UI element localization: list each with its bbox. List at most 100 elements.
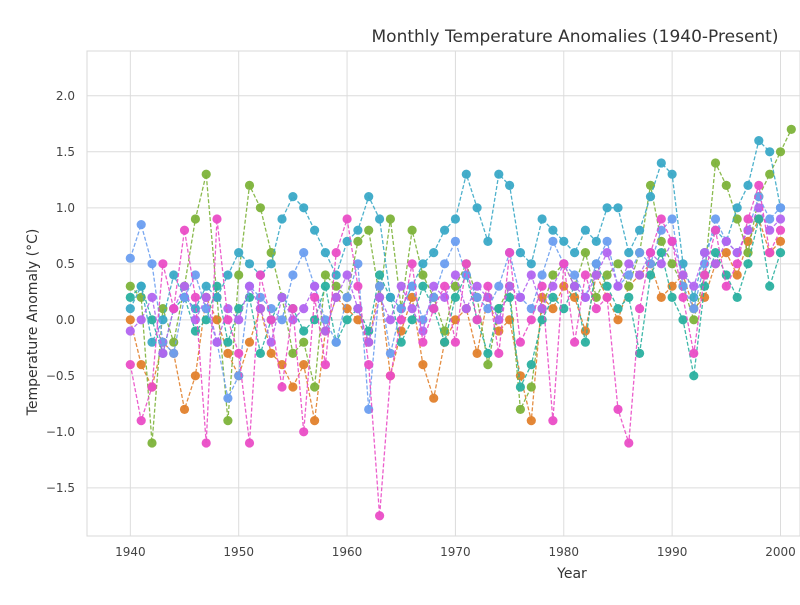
data-point — [136, 220, 146, 230]
data-point — [320, 360, 330, 370]
data-point — [624, 281, 634, 291]
data-point — [494, 348, 504, 358]
data-point — [483, 360, 493, 370]
data-point — [364, 404, 374, 414]
data-point — [472, 203, 482, 213]
data-point — [689, 304, 699, 314]
y-tick-label: −1.0 — [46, 425, 75, 439]
data-point — [710, 248, 721, 258]
data-point — [364, 192, 374, 202]
data-point — [505, 180, 515, 190]
data-point — [450, 270, 460, 280]
data-point — [515, 337, 526, 347]
data-point — [515, 292, 526, 302]
data-point — [244, 281, 255, 291]
x-tick-label: 1970 — [440, 545, 471, 559]
data-point — [299, 360, 309, 370]
data-point — [223, 393, 233, 403]
data-point — [158, 348, 168, 358]
data-point — [212, 337, 222, 347]
data-point — [450, 214, 460, 224]
data-point — [331, 270, 341, 280]
data-point — [743, 214, 753, 224]
data-point — [342, 292, 352, 302]
data-point — [375, 214, 385, 224]
data-point — [288, 348, 298, 358]
data-point — [635, 304, 645, 314]
data-point — [775, 225, 786, 235]
data-point — [656, 236, 666, 246]
data-point — [602, 236, 612, 246]
data-point — [266, 304, 276, 314]
data-point — [299, 203, 309, 213]
data-point — [656, 292, 666, 302]
data-point — [364, 225, 374, 235]
data-point — [277, 214, 287, 224]
data-point — [353, 259, 363, 269]
data-point — [299, 304, 309, 314]
y-tick-label: 0.0 — [56, 313, 75, 327]
data-point — [190, 270, 200, 280]
data-point — [494, 281, 504, 291]
data-point — [201, 438, 211, 448]
data-point — [624, 248, 634, 258]
data-point — [537, 281, 547, 291]
data-point — [624, 259, 634, 269]
data-point — [407, 304, 417, 314]
data-point — [678, 292, 688, 302]
data-point — [407, 259, 417, 269]
data-point — [700, 248, 710, 258]
data-point — [472, 348, 482, 358]
data-point — [353, 304, 363, 314]
data-point — [721, 236, 731, 246]
data-point — [201, 169, 211, 179]
data-point — [234, 304, 244, 314]
data-point — [635, 225, 645, 235]
x-tick-label: 1960 — [332, 545, 363, 559]
data-point — [169, 304, 179, 314]
data-point — [234, 348, 244, 358]
data-point — [169, 270, 179, 280]
data-point — [689, 371, 699, 381]
data-point — [342, 270, 352, 280]
data-point — [429, 393, 439, 403]
data-point — [147, 382, 157, 392]
data-point — [548, 416, 558, 426]
data-point — [136, 315, 146, 325]
data-point — [624, 270, 634, 280]
data-point — [212, 292, 222, 302]
data-point — [624, 292, 634, 302]
data-point — [548, 236, 558, 246]
data-point — [472, 315, 482, 325]
x-tick-label: 1980 — [549, 545, 580, 559]
data-point — [537, 214, 547, 224]
data-point — [667, 169, 677, 179]
data-point — [667, 292, 677, 302]
data-point — [299, 427, 309, 437]
data-point — [775, 147, 786, 157]
data-point — [656, 259, 666, 269]
data-point — [299, 337, 309, 347]
data-point — [396, 337, 406, 347]
data-point — [179, 404, 190, 414]
data-point — [721, 180, 731, 190]
data-point — [277, 382, 287, 392]
data-point — [505, 248, 515, 258]
data-point — [255, 348, 265, 358]
data-point — [212, 214, 222, 224]
data-point — [147, 337, 157, 347]
data-point — [645, 259, 656, 269]
data-point — [580, 292, 591, 302]
data-point — [277, 292, 287, 302]
data-point — [765, 225, 775, 235]
data-point — [147, 438, 157, 448]
data-point — [678, 315, 688, 325]
data-point — [158, 259, 168, 269]
data-point — [656, 248, 666, 258]
data-point — [559, 236, 569, 246]
data-point — [450, 337, 460, 347]
data-point — [765, 147, 775, 157]
data-point — [732, 259, 742, 269]
data-point — [255, 292, 265, 302]
data-point — [385, 214, 395, 224]
